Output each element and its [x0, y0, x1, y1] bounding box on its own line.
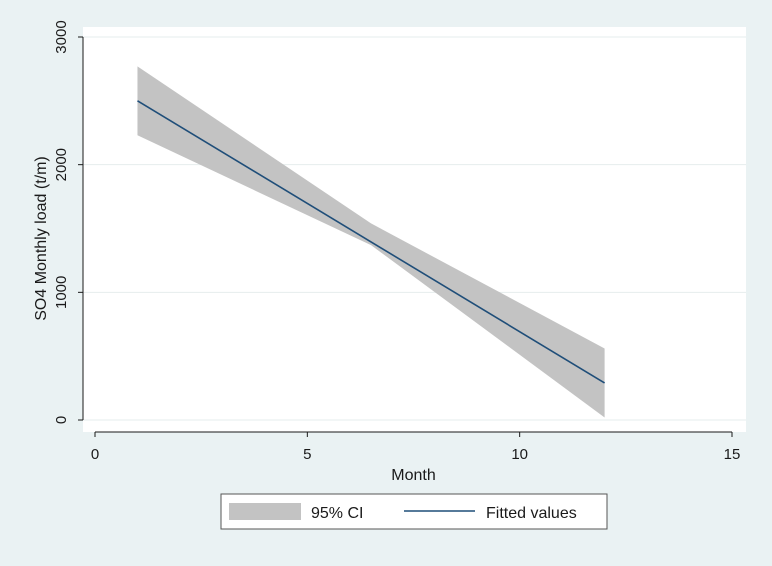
x-tick-label-5: 5	[303, 446, 311, 463]
fitted-line-layer	[137, 100, 606, 384]
y-tick-label-2000: 2000	[53, 148, 70, 181]
x-tick-label-0: 0	[91, 446, 99, 463]
x-axis-title: Month	[391, 467, 435, 484]
x-tick-label-15: 15	[724, 446, 741, 463]
gridlines	[83, 36, 746, 421]
y-axis-title: SO4 Monthly load (t/m)	[33, 156, 50, 321]
legend: 95% CI Fitted values	[220, 493, 608, 530]
plot-area	[83, 27, 746, 432]
axes: 0 1000 2000 3000 0 5 10 15	[53, 20, 740, 463]
legend-label-fitted: Fitted values	[486, 505, 577, 522]
fitted-line	[137, 100, 606, 384]
y-tick-label-0: 0	[53, 416, 70, 424]
y-tick-label-1000: 1000	[53, 276, 70, 309]
legend-label-ci: 95% CI	[311, 505, 363, 522]
y-tick-label-3000: 3000	[53, 20, 70, 53]
x-tick-label-10: 10	[511, 446, 528, 463]
legend-swatch-ci	[229, 503, 301, 520]
